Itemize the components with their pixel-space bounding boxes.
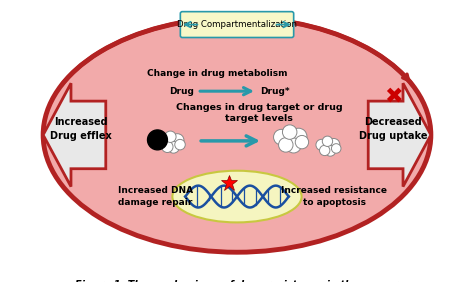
Circle shape bbox=[164, 131, 176, 142]
Text: Increased
Drug efflex: Increased Drug efflex bbox=[50, 117, 112, 140]
Text: Drug: Drug bbox=[169, 87, 194, 96]
Text: Increased DNA
damage repair: Increased DNA damage repair bbox=[118, 186, 193, 207]
Circle shape bbox=[325, 146, 336, 156]
Circle shape bbox=[158, 135, 170, 147]
Circle shape bbox=[167, 141, 179, 153]
Circle shape bbox=[319, 145, 330, 156]
Circle shape bbox=[331, 144, 341, 153]
Circle shape bbox=[162, 141, 173, 153]
Circle shape bbox=[322, 136, 333, 146]
Circle shape bbox=[175, 139, 185, 150]
Circle shape bbox=[290, 128, 307, 145]
Text: Drug Compartmentalization: Drug Compartmentalization bbox=[177, 20, 297, 29]
Polygon shape bbox=[368, 83, 431, 187]
Text: ✖: ✖ bbox=[384, 87, 402, 107]
Circle shape bbox=[147, 130, 167, 150]
Circle shape bbox=[273, 129, 289, 145]
Circle shape bbox=[320, 139, 335, 155]
Circle shape bbox=[171, 134, 184, 147]
Circle shape bbox=[286, 138, 301, 153]
Circle shape bbox=[279, 129, 300, 151]
Circle shape bbox=[295, 135, 309, 149]
Circle shape bbox=[162, 135, 179, 151]
Polygon shape bbox=[43, 83, 106, 187]
Ellipse shape bbox=[43, 17, 431, 252]
Text: Increased resistance
to apoptosis: Increased resistance to apoptosis bbox=[282, 186, 387, 207]
Circle shape bbox=[328, 138, 340, 150]
Text: Decreased
Drug uptake: Decreased Drug uptake bbox=[359, 117, 428, 140]
Text: Figure 1. The mechanisms of drug resistance in the cancer: Figure 1. The mechanisms of drug resista… bbox=[75, 280, 399, 282]
Ellipse shape bbox=[173, 171, 301, 222]
Text: Changes in drug target or drug
target levels: Changes in drug target or drug target le… bbox=[175, 103, 342, 123]
Circle shape bbox=[283, 125, 297, 139]
FancyBboxPatch shape bbox=[180, 12, 294, 38]
Circle shape bbox=[279, 138, 293, 152]
Text: Drug*: Drug* bbox=[260, 87, 290, 96]
Circle shape bbox=[316, 139, 327, 150]
Text: Change in drug metabolism: Change in drug metabolism bbox=[147, 69, 287, 78]
